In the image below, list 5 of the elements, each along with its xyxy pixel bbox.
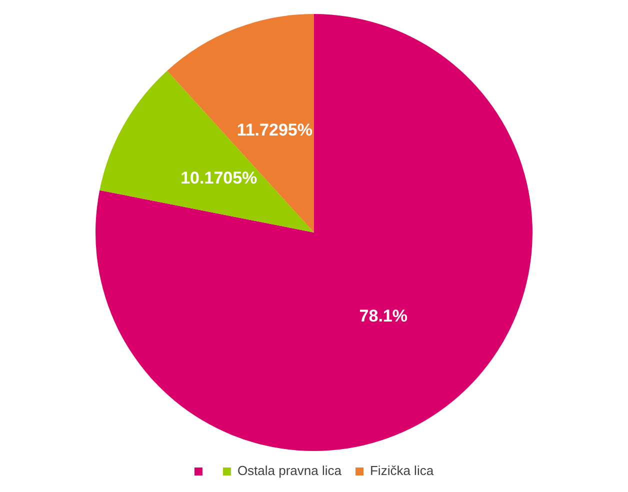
- legend-label: Fizička lica: [370, 463, 434, 478]
- legend-label: Ostala pravna lica: [237, 463, 342, 478]
- data-label: 78.1%: [359, 306, 408, 326]
- data-label: 10.1705%: [180, 168, 258, 188]
- data-label: 11.7295%: [236, 120, 312, 140]
